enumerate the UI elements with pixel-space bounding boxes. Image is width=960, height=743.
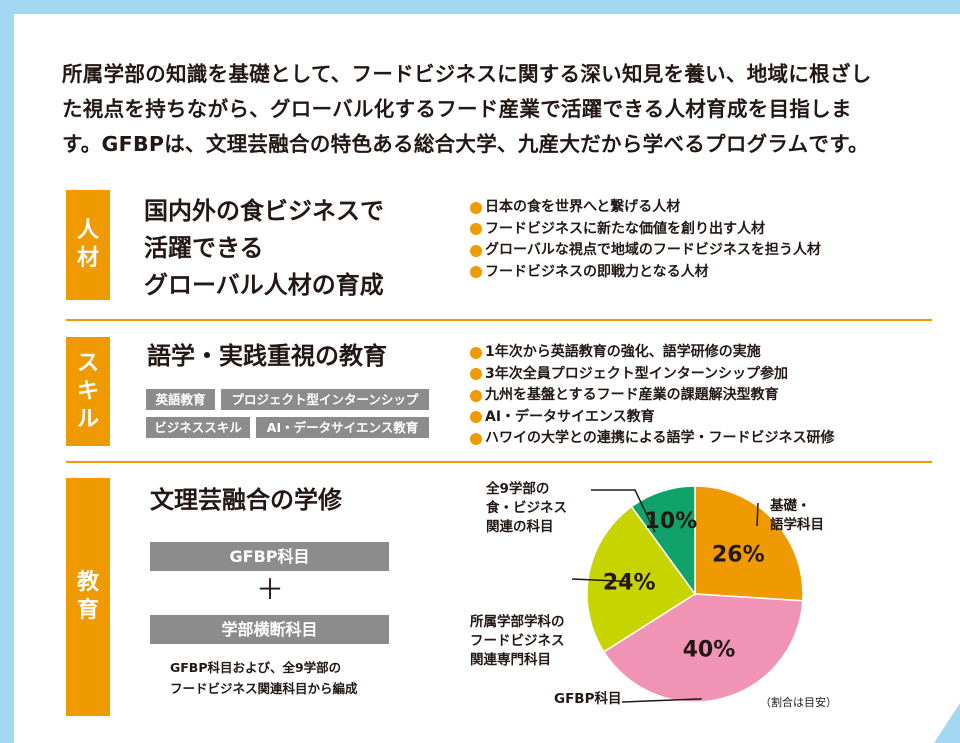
intro-line: た視点を持ちながら、グローバル化するフード産業で活躍できる人材育成を目指しま [62, 97, 852, 121]
list-item: 1年次から英語教育の強化、語学研修の実施 [470, 342, 834, 364]
pie-label-line: 語学科目 [770, 517, 824, 533]
list-item: AI・データサイエンス教育 [470, 407, 834, 429]
pie-label-line: 所属学部学科の [470, 614, 565, 630]
kyoiku-heading: 文理芸融合の学修 [150, 486, 342, 514]
skill-tag: AI・データサイエンス教育 [256, 417, 429, 438]
bullet-text: 九州を基盤とするフード産業の課題解決型教育 [485, 387, 779, 403]
pie-slices [586, 485, 804, 703]
tab-kyoiku: 教 育 [66, 478, 110, 716]
jinzai-heading-line: 国内外の食ビジネスで [144, 197, 384, 225]
list-item: フードビジネスの即戦力となる人材 [470, 262, 821, 284]
tab-char: 教 [76, 570, 99, 595]
pie-leader-line [571, 578, 630, 583]
pie-value-label: 26% [712, 542, 765, 567]
note-line: GFBP科目および、全9学部の [170, 660, 342, 675]
pie-leader-lines [571, 489, 759, 703]
bullet-text: グローバルな視点で地域のフードビジネスを担う人材 [485, 242, 821, 258]
pie-slice-label: 基礎・ 語学科目 [770, 497, 824, 535]
pie-label-line: 関連の科目 [486, 519, 554, 535]
skill-tag: ビジネススキル [146, 417, 250, 438]
list-item: 九州を基盤とするフード産業の課題解決型教育 [470, 385, 834, 407]
pie-label-line: フードビジネス [470, 633, 565, 649]
curriculum-note: GFBP科目および、全9学部の フードビジネス関連科目から編成 [170, 657, 358, 699]
bullet-dot-icon [470, 201, 482, 214]
bullet-dot-icon [470, 223, 482, 236]
bullet-dot-icon [470, 244, 482, 257]
bullet-text: ハワイの大学との連携による語学・フードビジネス研修 [485, 430, 835, 446]
cross-faculty-subjects-bar: 学部横断科目 [150, 615, 389, 644]
jinzai-heading: 国内外の食ビジネスで 活躍できる グローバル人材の育成 [144, 193, 384, 304]
pie-value-label: 10% [645, 509, 698, 534]
tab-char: 人 [76, 218, 99, 243]
list-item: ハワイの大学との連携による語学・フードビジネス研修 [470, 428, 834, 450]
ratio-note: （割合は目安） [760, 696, 837, 709]
intro-line: す。GFBPは、文理芸融合の特色ある総合大学、九産大だから学べるプログラムです。 [62, 132, 869, 156]
note-line: フードビジネス関連科目から編成 [170, 681, 358, 696]
bullet-text: AI・データサイエンス教育 [485, 408, 655, 425]
pie-value-labels: 26% 40% 24% 10% [603, 509, 765, 662]
bullet-text: フードビジネスに新たな価値を創り出す人材 [485, 220, 765, 237]
pie-slice [630, 485, 696, 597]
tab-char: キ [76, 378, 99, 404]
jinzai-heading-line: グローバル人材の育成 [144, 271, 384, 299]
pie-value-label: 24% [603, 570, 656, 595]
bullet-dot-icon [470, 266, 482, 279]
tab-char: ル [76, 406, 99, 432]
frame-corner-decoration [934, 703, 960, 743]
jinzai-heading-line: 活躍できる [144, 234, 264, 262]
bullet-dot-icon [470, 411, 482, 424]
section-divider [66, 461, 932, 463]
pie-label-line: 関連専門科目 [470, 652, 551, 668]
bullet-text: 日本の食を世界へと繋げる人材 [485, 199, 681, 215]
pie-slice [586, 505, 697, 653]
pie-leader-line [756, 502, 759, 527]
intro-line: 所属学部の知識を基礎として、フードビジネスに関する深い知見を養い、地域に根ざし [62, 62, 872, 86]
skill-tag: 英語教育 [146, 389, 215, 410]
plus-icon: ＋ [255, 573, 284, 606]
bullet-text: 3年次全員プロジェクト型インターンシップ参加 [485, 365, 789, 382]
tab-char: 材 [76, 246, 99, 271]
skill-bullet-list: 1年次から英語教育の強化、語学研修の実施 3年次全員プロジェクト型インターンシッ… [470, 342, 834, 450]
bullet-dot-icon [470, 389, 482, 402]
pie-leader-line [591, 489, 656, 533]
list-item: フードビジネスに新たな価値を創り出す人材 [470, 219, 821, 241]
bullet-text: フードビジネスの即戦力となる人材 [485, 263, 709, 280]
pie-slice-label: 全9学部の 食・ビジネス 関連の科目 [486, 480, 567, 537]
skill-heading: 語学・実践重視の教育 [147, 342, 387, 370]
bullet-dot-icon [470, 432, 482, 445]
tab-jinzai: 人 材 [66, 190, 110, 300]
list-item: 3年次全員プロジェクト型インターンシップ参加 [470, 364, 834, 386]
pie-slice [694, 485, 804, 602]
pie-slice-label: GFBP科目 [554, 690, 622, 709]
bullet-dot-icon [470, 346, 482, 359]
pie-label-line: GFBP科目 [554, 691, 622, 707]
pie-label-line: 基礎・ [770, 498, 811, 514]
tab-skill: ス キ ル [66, 337, 110, 446]
pie-slice-label: 所属学部学科の フードビジネス 関連専門科目 [470, 613, 565, 670]
list-item: グローバルな視点で地域のフードビジネスを担う人材 [470, 240, 821, 262]
intro-paragraph: 所属学部の知識を基礎として、フードビジネスに関する深い知見を養い、地域に根ざし … [62, 57, 932, 162]
list-item: 日本の食を世界へと繋げる人材 [470, 197, 821, 219]
jinzai-bullet-list: 日本の食を世界へと繋げる人材 フードビジネスに新たな価値を創り出す人材 グローバ… [470, 197, 821, 283]
frame-left-border [0, 0, 14, 743]
tab-char: ス [76, 350, 99, 376]
bullet-dot-icon [470, 368, 482, 381]
section-divider [66, 319, 932, 321]
tab-char: 育 [76, 598, 99, 623]
gfbp-subjects-bar: GFBP科目 [150, 542, 389, 571]
pie-label-line: 食・ビジネス [486, 500, 567, 516]
skill-tag: プロジェクト型インターンシップ [221, 389, 429, 410]
pie-leader-line [621, 698, 702, 703]
frame-top-border [0, 0, 960, 14]
bullet-text: 1年次から英語教育の強化、語学研修の実施 [485, 344, 761, 360]
pie-label-line: 全9学部の [486, 481, 550, 497]
pie-value-label: 40% [683, 637, 736, 662]
